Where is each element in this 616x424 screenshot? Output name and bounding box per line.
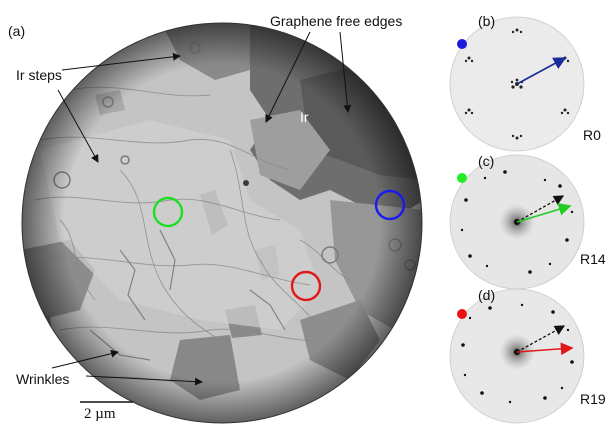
blue-dot [457, 39, 467, 49]
blue-marker-circle [374, 189, 406, 221]
free-edges-arrow-1 [265, 31, 311, 123]
wrinkles-arrow-2 [85, 375, 203, 386]
wrinkles-arrow-1 [51, 349, 119, 369]
graphene-free-edges-label: Graphene free edges [270, 13, 402, 29]
wrinkles-label: Wrinkles [16, 371, 69, 387]
tag-r0: R0 [583, 127, 601, 143]
ir-steps-arrow-2 [57, 89, 99, 163]
leem-micrograph [21, 22, 423, 424]
ir-steps-arrow-1 [61, 52, 181, 71]
free-edges-arrow-2 [339, 31, 352, 113]
ir-label: Ir [300, 109, 309, 125]
r0-arrow [516, 57, 567, 85]
r19-arrow [516, 342, 574, 356]
red-dot [457, 309, 467, 319]
r19-ref-arrow [516, 325, 566, 353]
diffraction-panel-d: (d) R19 [449, 287, 606, 424]
red-marker-circle [290, 270, 322, 302]
tag-r14: R14 [580, 251, 606, 267]
tag-r19: R19 [580, 391, 606, 407]
panel-label-a: (a) [8, 23, 25, 39]
panel-label-c: (c) [478, 153, 494, 169]
panel-label-b: (b) [478, 13, 495, 29]
diffraction-panel-b: (b) R0 [449, 13, 601, 152]
green-marker-circle [152, 196, 184, 228]
scale-bar-label: 2 µm [84, 406, 116, 422]
green-dot [457, 173, 467, 183]
ir-steps-label: Ir steps [16, 67, 62, 83]
r14-arrow [516, 203, 572, 223]
r14-ref-arrow [516, 195, 565, 223]
diffraction-panel-c: (c) R14 [449, 153, 606, 290]
panel-label-d: (d) [478, 287, 495, 303]
